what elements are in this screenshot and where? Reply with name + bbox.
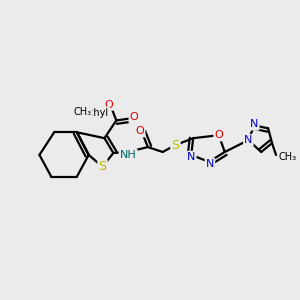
Text: O: O [130, 112, 138, 122]
Text: N: N [244, 135, 253, 145]
Text: methyl: methyl [75, 107, 109, 118]
Text: N: N [250, 119, 259, 129]
Text: CH₃: CH₃ [74, 106, 92, 117]
Text: N: N [206, 159, 214, 169]
Text: O: O [136, 126, 144, 136]
Text: O: O [104, 100, 113, 110]
Text: CH₃: CH₃ [279, 152, 297, 162]
Text: S: S [98, 160, 106, 173]
Text: S: S [172, 139, 179, 152]
Text: NH: NH [120, 150, 136, 160]
Text: O: O [92, 111, 93, 112]
Text: N: N [187, 152, 195, 162]
Text: O: O [214, 130, 223, 140]
